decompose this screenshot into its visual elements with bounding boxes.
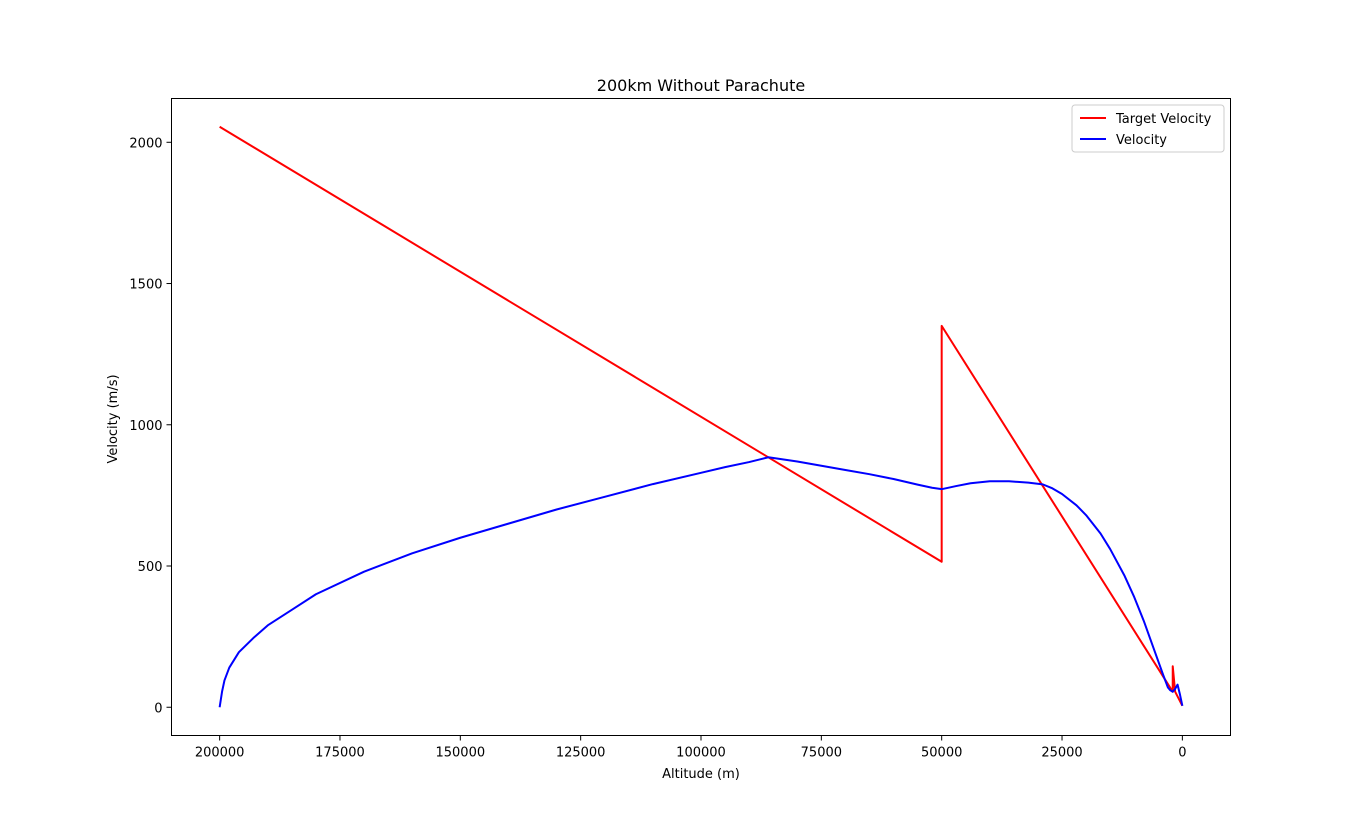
series-line-velocity (218, 456, 1184, 708)
legend-box (1071, 104, 1225, 153)
x-tick-label: 125000 (556, 746, 606, 761)
x-tick-label: 0 (1178, 746, 1186, 761)
x-tick-label: 75000 (801, 746, 842, 761)
y-tick-label: 0 (154, 701, 162, 716)
y-tick-label: 2000 (129, 136, 162, 151)
x-tick-label: 150000 (435, 746, 485, 761)
y-tick-label: 1500 (129, 278, 162, 293)
x-tick-label: 50000 (921, 746, 962, 761)
x-tick-label: 175000 (315, 746, 365, 761)
series-lines (218, 125, 1184, 708)
legend-label-velocity: Velocity (1116, 133, 1167, 148)
x-axis-label: Altitude (m) (662, 767, 740, 782)
y-axis-label: Velocity (m/s) (106, 374, 121, 463)
y-tick-label: 1000 (129, 419, 162, 434)
y-tick-label: 500 (138, 560, 163, 575)
legend: Target Velocity Velocity (1071, 104, 1225, 153)
y-axis-ticks: 0 500 1000 1500 2000 (129, 136, 172, 716)
x-tick-label: 25000 (1041, 746, 1082, 761)
chart-title: 200km Without Parachute (597, 76, 805, 95)
legend-label-target-velocity: Target Velocity (1115, 112, 1212, 127)
x-axis-ticks: 200000 175000 150000 125000 100000 75000 50000… (195, 735, 1187, 761)
series-line-target-velocity (219, 125, 1184, 707)
x-tick-label: 100000 (676, 746, 726, 761)
x-tick-label: 200000 (195, 746, 245, 761)
